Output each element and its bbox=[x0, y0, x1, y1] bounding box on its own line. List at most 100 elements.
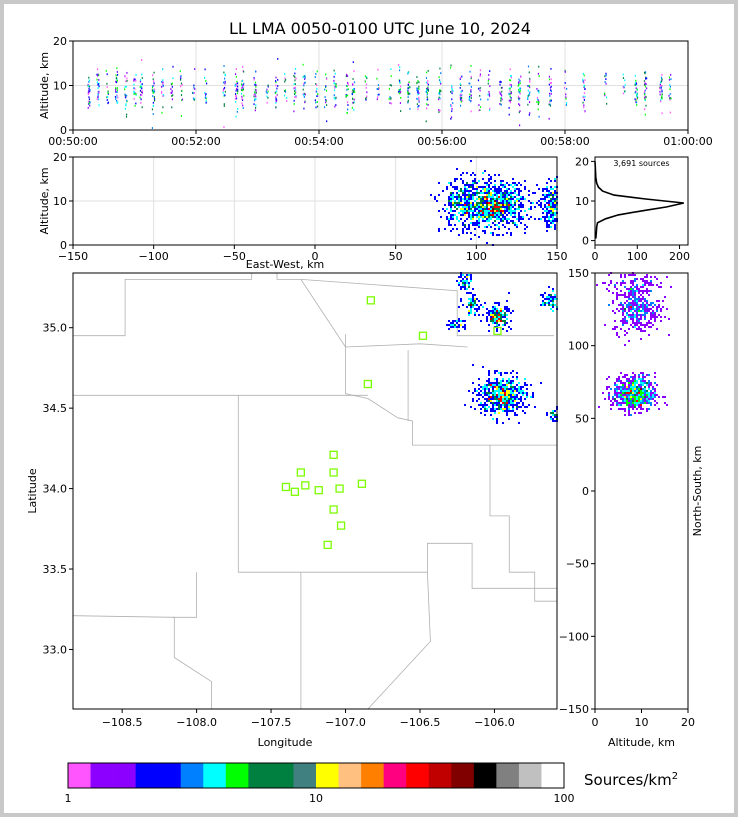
time-height-source bbox=[351, 89, 354, 92]
time-height-source bbox=[346, 88, 348, 91]
density-cell-an bbox=[630, 400, 632, 402]
density-cell-pv bbox=[490, 314, 492, 316]
density-cell-ew bbox=[450, 204, 452, 206]
density-cell-pv bbox=[554, 294, 556, 296]
density-cell-an bbox=[620, 382, 622, 384]
time-height-source bbox=[89, 104, 91, 107]
density-cell-an bbox=[632, 378, 634, 380]
density-cell-an bbox=[654, 388, 656, 390]
density-cell-an bbox=[604, 282, 606, 284]
density-cell-ew bbox=[476, 220, 478, 222]
density-cell-ew bbox=[514, 184, 516, 186]
density-cell-an bbox=[634, 302, 636, 304]
time-height-source bbox=[241, 83, 243, 86]
density-cell-ew bbox=[478, 218, 480, 220]
time-height-source bbox=[293, 74, 295, 77]
time-height-source bbox=[97, 90, 99, 93]
density-cell-pv bbox=[482, 314, 484, 316]
density-cell-an bbox=[636, 396, 638, 398]
time-height-source bbox=[536, 87, 538, 90]
density-cell-an bbox=[638, 406, 640, 408]
density-cell-an bbox=[612, 310, 614, 312]
density-cell-pv bbox=[510, 380, 512, 382]
density-cell-an bbox=[632, 326, 634, 328]
density-cell-ew bbox=[486, 182, 488, 184]
time-height-source bbox=[407, 87, 409, 90]
density-cell-pv bbox=[516, 394, 518, 396]
density-cell-an bbox=[620, 398, 622, 400]
time-height-source bbox=[152, 95, 154, 97]
density-cell-pv bbox=[554, 416, 556, 418]
time-height-source bbox=[550, 90, 552, 93]
density-cell-ew bbox=[486, 210, 488, 212]
density-cell-ew bbox=[514, 204, 516, 206]
time-height-source bbox=[479, 87, 481, 89]
alt-ns-x-tick-label: 20 bbox=[681, 716, 695, 729]
time-height-source bbox=[170, 83, 173, 86]
density-cell-pv bbox=[546, 298, 548, 300]
time-height-source bbox=[115, 81, 118, 84]
time-height-source bbox=[172, 94, 174, 97]
density-cell-pv bbox=[552, 290, 554, 292]
time-height-source bbox=[133, 91, 135, 94]
density-cell-ew bbox=[550, 220, 552, 222]
density-cell-an bbox=[624, 316, 626, 318]
density-cell-ew bbox=[482, 220, 484, 222]
time-height-source bbox=[450, 117, 452, 120]
time-height-source bbox=[426, 71, 428, 74]
density-cell-an bbox=[620, 386, 622, 388]
density-cell-ew bbox=[484, 198, 486, 200]
density-cell-pv bbox=[514, 394, 516, 396]
density-cell-an bbox=[630, 376, 632, 378]
time-height-source bbox=[140, 101, 142, 104]
time-height-source bbox=[548, 78, 551, 81]
density-cell-pv bbox=[506, 402, 508, 404]
density-cell-pv bbox=[510, 384, 512, 386]
time-height-source bbox=[489, 85, 491, 88]
density-cell-pv bbox=[500, 312, 502, 314]
time-height-source bbox=[548, 92, 551, 95]
time-height-source bbox=[439, 93, 441, 96]
density-cell-an bbox=[634, 384, 636, 386]
density-cell-an bbox=[618, 408, 620, 410]
time-height-source bbox=[438, 108, 440, 111]
density-cell-an bbox=[614, 392, 616, 394]
density-cell-ew bbox=[530, 216, 532, 218]
density-cell-pv bbox=[492, 394, 494, 396]
ew-tick-label: −100 bbox=[139, 250, 169, 263]
density-cell-ew bbox=[472, 196, 474, 198]
time-height-source bbox=[170, 88, 172, 91]
time-height-source bbox=[366, 77, 368, 80]
density-cell-pv bbox=[492, 390, 494, 392]
density-cell-pv bbox=[554, 296, 556, 298]
time-height-source bbox=[660, 84, 662, 87]
density-cell-ew bbox=[486, 200, 488, 202]
time-height-source bbox=[275, 96, 277, 98]
time-height-source bbox=[255, 85, 257, 88]
density-cell-an bbox=[656, 278, 658, 280]
time-height-source bbox=[172, 65, 174, 68]
density-cell-pv bbox=[498, 404, 500, 406]
density-cell-an bbox=[658, 306, 660, 308]
density-cell-pv bbox=[468, 304, 470, 306]
density-cell-ew bbox=[502, 224, 504, 226]
density-cell-ew bbox=[476, 182, 478, 184]
time-height-source bbox=[96, 68, 99, 71]
density-cell-pv bbox=[512, 398, 514, 400]
density-cell-ew bbox=[462, 194, 464, 196]
density-cell-pv bbox=[550, 308, 552, 310]
density-cell-pv bbox=[490, 398, 492, 400]
density-cell-ew bbox=[506, 218, 508, 220]
density-cell-ew bbox=[470, 160, 472, 162]
time-height-source bbox=[346, 81, 349, 84]
density-cell-pv bbox=[468, 286, 470, 288]
density-cell-ew bbox=[446, 216, 448, 218]
density-cell-pv bbox=[480, 394, 482, 396]
density-cell-an bbox=[640, 298, 642, 300]
time-height-source bbox=[646, 77, 648, 80]
density-cell-an bbox=[648, 374, 650, 376]
time-height-source bbox=[192, 97, 195, 100]
time-height-source bbox=[161, 111, 163, 114]
time-height-source bbox=[646, 87, 648, 90]
density-cell-an bbox=[628, 314, 630, 316]
